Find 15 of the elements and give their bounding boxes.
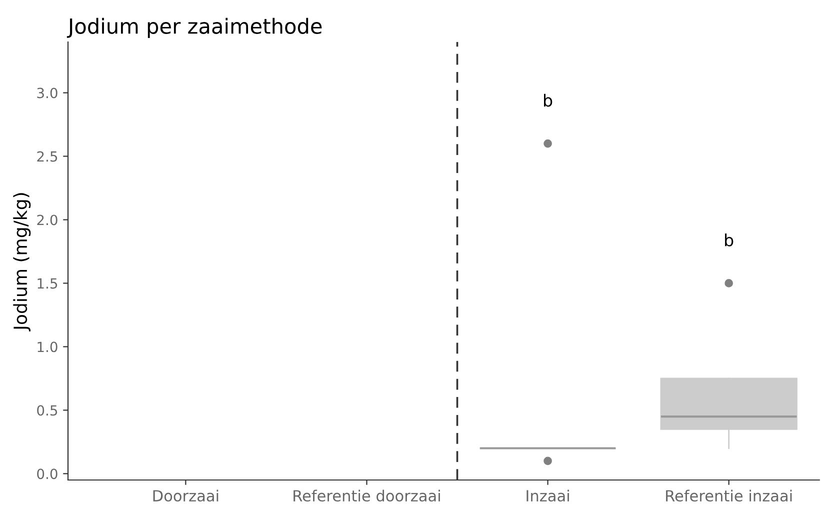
annotation: b: [544, 94, 552, 107]
y-tick-label: 2.0: [37, 214, 58, 226]
y-tick-label: 2.5: [37, 151, 58, 162]
y-tick-label: 1.0: [38, 342, 58, 352]
y-tick-label: 0.5: [37, 405, 58, 416]
y-tick-label: 1.5: [38, 278, 58, 289]
x-tick-label: Referentie inzaai: [666, 490, 792, 502]
y-tick-label: 3.0: [37, 88, 58, 98]
x-tick-label: Inzaai: [526, 490, 569, 502]
y-tick-label: 0.0: [37, 468, 58, 480]
y-axis-title: Jodium (mg/kg): [13, 193, 31, 332]
x-tick-label: Referentie doorzaai: [294, 490, 440, 502]
annotation: b: [725, 233, 734, 246]
x-tick-label: Doorzaai: [153, 490, 218, 502]
chart-title: Jodium per zaaimethode: [66, 18, 322, 38]
